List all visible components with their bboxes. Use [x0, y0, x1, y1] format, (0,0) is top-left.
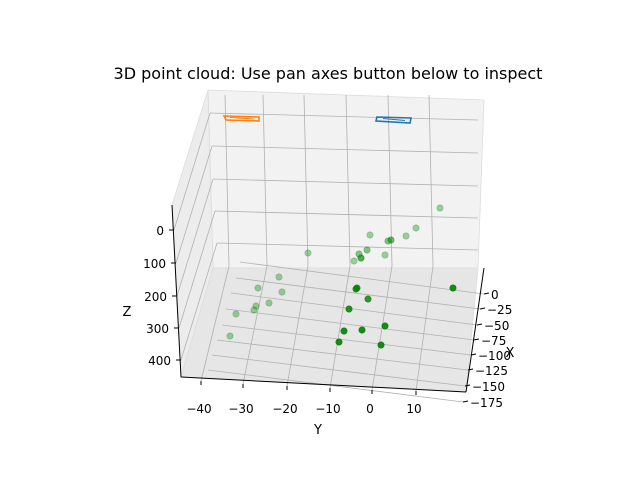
x-tick-mark [479, 307, 486, 310]
y-grid-line-vertical [224, 94, 230, 267]
y-grid-line-vertical [345, 94, 351, 267]
scatter-point [252, 302, 260, 310]
y-axis-label: Y [313, 423, 322, 438]
scatter-point [366, 231, 374, 239]
z-tick-label: 400 [148, 354, 171, 368]
x-tick-label: −150 [472, 380, 505, 394]
x-axis-label: X [506, 346, 515, 361]
x-tick-mark [462, 400, 469, 403]
z-tick-label: 200 [144, 290, 167, 304]
z-grid-line [209, 112, 479, 121]
scatter-point [345, 305, 353, 313]
scatter-point [449, 284, 457, 292]
blue-bbox-marker-inner [382, 118, 406, 121]
y-tick-label: 0 [366, 402, 374, 416]
scatter-point [350, 257, 358, 265]
x-grid-line [211, 354, 466, 387]
y-axis-line [180, 376, 467, 393]
y-grid-line [371, 265, 393, 391]
z-grid-line-left [180, 242, 218, 361]
z-tick-label: 100 [143, 257, 166, 271]
y-tick-label: −10 [315, 402, 340, 416]
x-grid-line [216, 339, 469, 371]
scatter-point [357, 254, 365, 262]
z-grid-line-left [176, 178, 214, 297]
x-grid-line [235, 277, 481, 310]
x-tick-mark [473, 338, 480, 341]
scatter-point [226, 332, 234, 340]
scatter-points [226, 204, 457, 349]
blue-bbox-marker [374, 116, 412, 124]
z-axis-line [171, 204, 182, 378]
scatter-point [412, 224, 420, 232]
z-grid-line [214, 210, 479, 219]
x-grid-line [230, 292, 478, 326]
scatter-point [304, 249, 312, 257]
floor-pane [180, 267, 479, 393]
y-grid-line-vertical [428, 94, 434, 267]
x-grid-line [207, 369, 464, 403]
axes-panes [171, 89, 485, 393]
x-tick-label: −50 [484, 319, 509, 333]
z-axis-label: Z [123, 305, 132, 320]
scatter-point [278, 288, 286, 296]
y-tick-label: −30 [228, 402, 253, 416]
orange-bbox-marker-inner [229, 117, 255, 120]
y-grid-line [286, 265, 309, 387]
x-tick-label: −75 [481, 334, 506, 348]
x-tick-label: −175 [470, 396, 503, 410]
x-grid-line [221, 324, 472, 356]
scatter-point [352, 285, 360, 293]
bbox-markers [222, 115, 412, 124]
scatter-point [436, 204, 444, 212]
scatter-point [335, 338, 343, 346]
z-grid-line-left [178, 210, 216, 329]
y-grid-line [329, 265, 351, 389]
x-tick-label: −100 [478, 349, 511, 363]
tick-labels: 0−25−50−75−100−125−150−175−40 −30 −20 −10 0 1… [143, 224, 512, 416]
z-grid-line [211, 145, 479, 154]
scatter-point [250, 306, 258, 314]
grid-lines [173, 94, 485, 403]
scatter-point [358, 326, 366, 334]
y-tick-label: −20 [272, 402, 297, 416]
scatter-point [377, 341, 385, 349]
scatter-point [381, 322, 389, 330]
scatter-point [232, 310, 240, 318]
scatter-point [340, 327, 348, 335]
z-tick-label: 300 [146, 322, 169, 336]
orange-bbox-marker [222, 115, 260, 122]
x-grid-line [239, 261, 485, 295]
y-grid-line [415, 265, 434, 392]
y-tick-label: 10 [406, 402, 421, 416]
x-grid-line [225, 308, 475, 341]
scatter-point [254, 284, 262, 292]
scatter-point [402, 232, 410, 240]
scatter-point [265, 299, 273, 307]
y-tick-label: −40 [186, 402, 211, 416]
scatter-point [363, 246, 371, 254]
chart-title: 3D point cloud: Use pan axes button belo… [114, 64, 543, 83]
x-tick-mark [464, 384, 471, 387]
scatter-point [387, 236, 395, 244]
y-grid-line [242, 265, 268, 385]
scatter-point [275, 273, 283, 281]
x-tick-mark [476, 323, 483, 326]
axis-lines [169, 204, 490, 403]
y-grid-line [200, 265, 230, 382]
x-axis-line [465, 267, 485, 393]
scatter-point [364, 295, 372, 303]
y-grid-line-vertical [303, 94, 309, 267]
z-grid-line-left [175, 145, 213, 264]
x-tick-mark [483, 292, 490, 295]
z-grid-line [212, 178, 479, 187]
scatter-point [381, 251, 389, 259]
z-tick-label: 0 [156, 224, 164, 238]
x-tick-label: −125 [475, 364, 508, 378]
z-grid-line-left [173, 112, 211, 231]
z-grid-line [216, 242, 479, 251]
x-tick-label: −25 [487, 303, 512, 317]
x-tick-label: 0 [491, 288, 499, 302]
